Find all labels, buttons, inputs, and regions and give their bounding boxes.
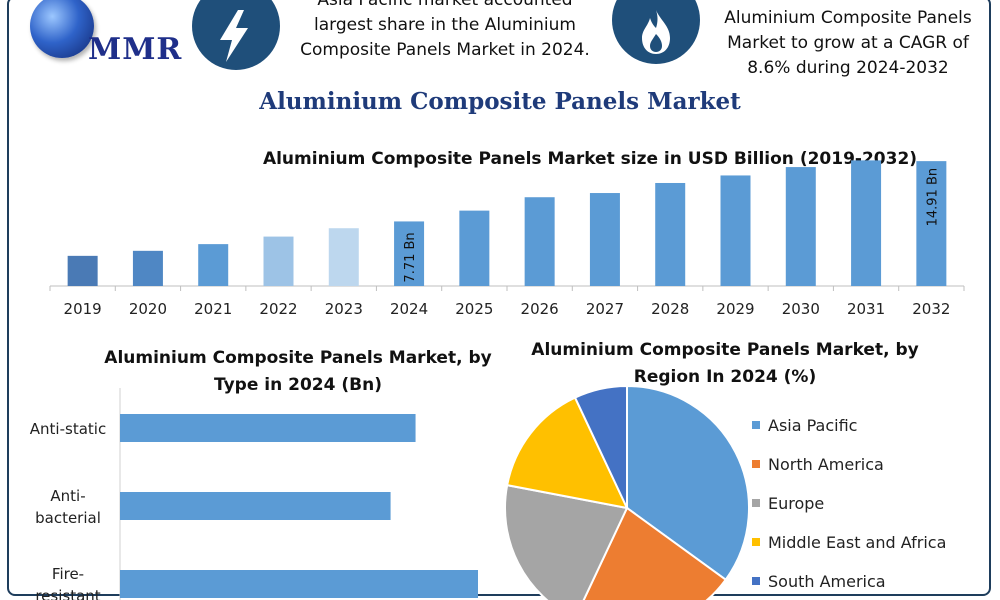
x-tick-label: 2030 [782,300,820,318]
legend-swatch [752,459,760,468]
y-tick-label: Fire- [52,565,84,583]
y-tick-label: resistant [35,587,100,600]
bar-2030 [785,167,816,286]
x-tick-label: 2031 [847,300,885,318]
y-tick-label: bacterial [35,509,101,527]
x-tick-label: 2021 [194,300,232,318]
legend-swatch [752,576,760,585]
lightning-bolt-icon [192,0,280,70]
legend-item: North America [752,455,884,474]
legend-label: South America [768,572,886,591]
bar-2031 [851,160,882,286]
bar-2028 [655,182,686,286]
hbar-anti-bacterial [120,492,391,520]
logo-text: MMR [88,32,183,67]
legend-item: Middle East and Africa [752,533,946,552]
logo: MMR [28,0,188,70]
x-tick-label: 2029 [716,300,754,318]
data-label: 14.91 Bn [925,168,940,227]
legend-swatch [752,420,760,429]
hbar-fire-resistant [120,570,478,598]
page-title: Aluminium Composite Panels Market [259,88,741,115]
bar-2027 [589,193,620,286]
callout-asia-pacific-share: Asia Pacific market accounted largest sh… [300,0,590,60]
x-tick-label: 2020 [129,300,167,318]
x-tick-label: 2019 [64,300,102,318]
infographic-frame [7,0,991,596]
legend-label: North America [768,455,884,474]
x-tick-label: 2027 [586,300,624,318]
y-tick-label: Anti-static [30,420,106,438]
x-tick-label: 2025 [455,300,493,318]
pie-slice-europe [504,483,629,600]
bar-2020 [132,250,163,286]
legend-item: Asia Pacific [752,416,857,435]
bar-2026 [524,197,555,286]
bar-2021 [198,244,229,286]
legend-swatch [752,498,760,507]
x-tick-label: 2024 [390,300,428,318]
bar-2022 [263,236,294,286]
globe-logo-icon [30,0,94,58]
data-label: 7.71 Bn [403,232,418,282]
x-tick-label: 2022 [259,300,297,318]
x-tick-label: 2032 [912,300,950,318]
legend-item: Europe [752,494,824,513]
market-size-chart-title: Aluminium Composite Panels Market size i… [262,149,918,169]
hbar-anti-static [120,414,416,442]
legend-swatch [752,537,760,546]
x-tick-label: 2028 [651,300,689,318]
pie-slice-south-america [573,384,628,509]
bar-2023 [328,228,359,286]
legend-item: South America [752,572,886,591]
type-chart-title: Aluminium Composite Panels Market, by Ty… [104,348,492,395]
x-tick-label: 2026 [521,300,559,318]
x-tick-label: 2023 [325,300,363,318]
callout-cagr: Aluminium Composite Panels Market to gro… [724,8,972,78]
legend-label: Asia Pacific [768,416,858,435]
pie-slice-middle-east-and-africa [505,396,629,510]
legend-label: Middle East and Africa [768,533,947,552]
bar-2024 [394,221,425,286]
bar-2019 [67,255,98,286]
y-tick-label: Anti- [50,487,85,505]
bar-2032 [916,161,947,286]
bar-2025 [459,210,490,286]
pie-slice-north-america [582,506,728,600]
region-chart-title: Aluminium Composite Panels Market, by Re… [531,340,919,387]
bar-2029 [720,175,751,286]
pie-slice-asia-pacific [626,384,750,582]
legend-label: Europe [768,494,825,513]
